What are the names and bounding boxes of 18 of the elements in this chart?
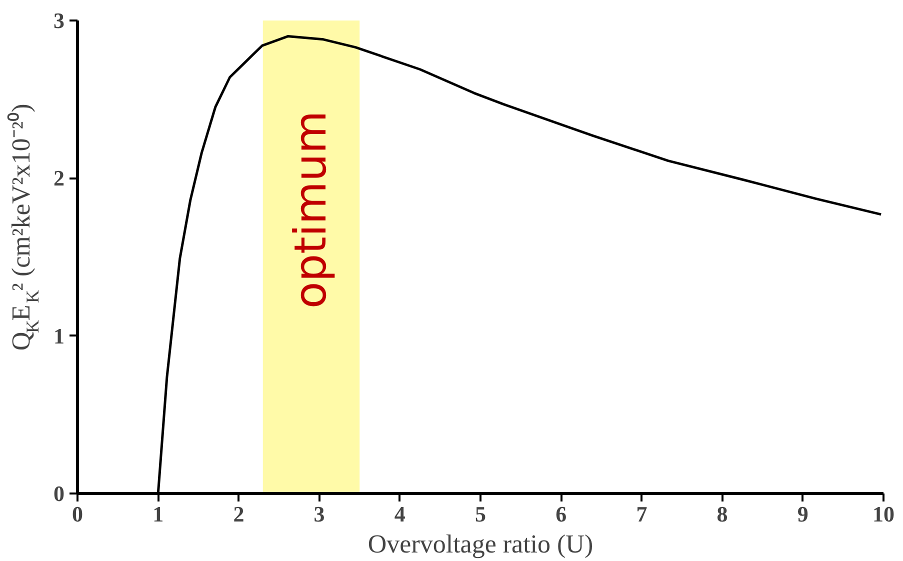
x-tick-label: 3 (314, 502, 325, 526)
y-tick-label: 2 (54, 166, 64, 191)
x-tick-label: 0 (72, 502, 83, 526)
x-tick-label: 6 (556, 502, 567, 526)
x-tick-label: 7 (636, 502, 648, 526)
band-label: optimum (286, 110, 337, 309)
x-tick-label: 2 (233, 502, 244, 526)
y-tick-label: 0 (54, 481, 64, 506)
y-tick-label: 1 (54, 323, 64, 348)
x-tick-label: 8 (716, 502, 728, 526)
x-tick-label: 9 (797, 502, 808, 526)
y-tick-label: 3 (54, 8, 64, 33)
x-tick-label: 5 (475, 502, 486, 526)
x-axis-title: Overvoltage ratio (U) (368, 530, 594, 558)
x-tick-label: 4 (394, 502, 406, 526)
y-axis-title: QKEK² (cm²keV²x10⁻²⁰) (6, 104, 42, 351)
x-tick-label: 1 (152, 502, 164, 526)
x-tick-label: 10 (872, 502, 894, 526)
